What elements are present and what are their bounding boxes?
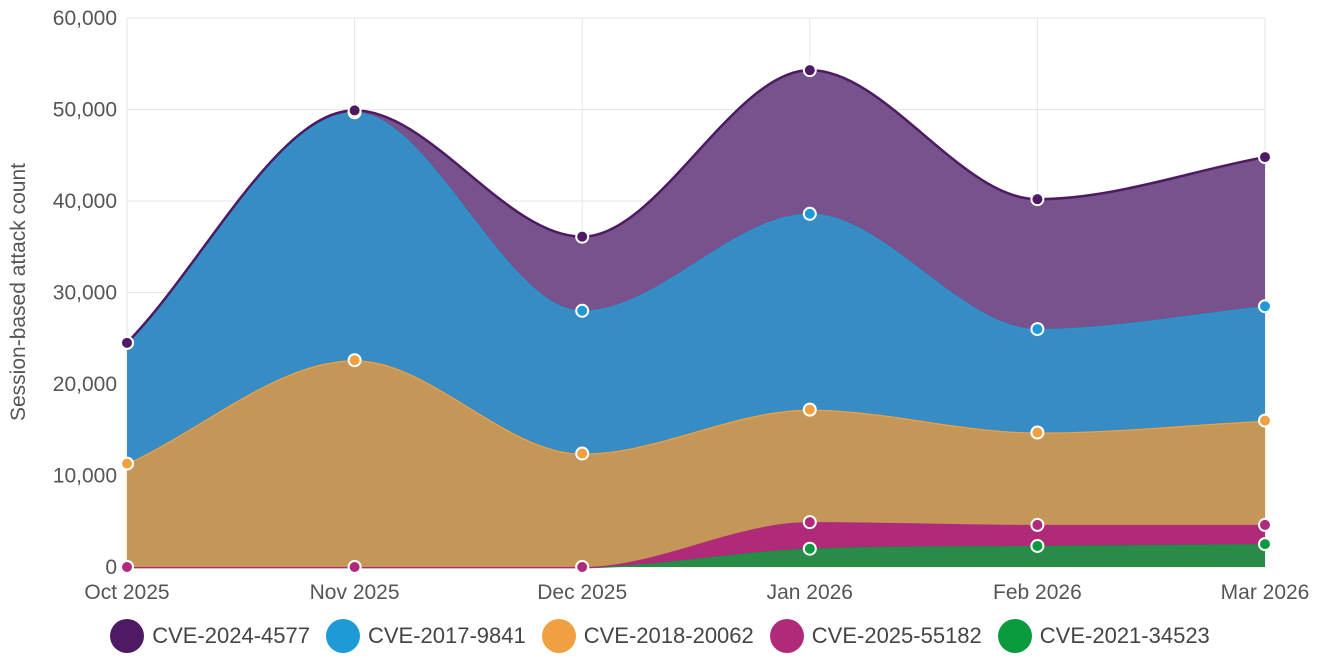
point-cve-2017-9841 bbox=[1258, 299, 1272, 314]
y-tick-label: 40,000 bbox=[53, 190, 117, 213]
point-cve-2018-20062 bbox=[1258, 413, 1272, 428]
legend-item[interactable]: CVE-2021-34523 bbox=[997, 619, 1210, 653]
y-tick-label: 10,000 bbox=[53, 465, 117, 488]
point-cve-2024-4577 bbox=[802, 63, 817, 78]
area-cve-2021-34523 bbox=[127, 544, 1265, 567]
point-cve-2025-55182 bbox=[802, 515, 817, 530]
point-cve-2025-55182 bbox=[1030, 517, 1045, 532]
x-tick-label: Mar 2026 bbox=[1221, 581, 1310, 604]
y-tick-label: 30,000 bbox=[53, 282, 117, 305]
legend-item[interactable]: CVE-2025-55182 bbox=[769, 619, 982, 653]
y-axis-label: Session-based attack count bbox=[7, 163, 30, 421]
area-cve-2025-55182 bbox=[127, 522, 1265, 567]
legend-label: CVE-2017-9841 bbox=[367, 623, 526, 648]
point-cve-2021-34523 bbox=[802, 541, 817, 556]
legend-swatch bbox=[541, 619, 576, 653]
y-tick-label: 60,000 bbox=[53, 7, 117, 30]
point-cve-2017-9841 bbox=[1030, 322, 1045, 337]
legend-item[interactable]: CVE-2018-20062 bbox=[541, 619, 754, 653]
point-cve-2021-34523 bbox=[1258, 537, 1272, 552]
point-cve-2025-55182 bbox=[120, 560, 134, 574]
legend-label: CVE-2021-34523 bbox=[1039, 623, 1210, 648]
y-tick-label: 50,000 bbox=[53, 99, 117, 122]
point-cve-2024-4577 bbox=[1030, 192, 1045, 207]
y-tick-label: 0 bbox=[105, 556, 117, 579]
area-cve-2018-20062 bbox=[127, 360, 1265, 567]
point-cve-2018-20062 bbox=[1030, 425, 1045, 440]
x-tick-label: Dec 2025 bbox=[537, 581, 627, 604]
legend-item[interactable]: CVE-2017-9841 bbox=[325, 619, 526, 653]
legend-swatch bbox=[325, 619, 360, 653]
point-cve-2024-4577 bbox=[347, 103, 362, 118]
area-cve-2024-4577 bbox=[127, 70, 1265, 343]
legend-label: CVE-2024-4577 bbox=[152, 623, 310, 648]
point-cve-2021-34523 bbox=[1030, 538, 1045, 553]
legend-label: CVE-2025-55182 bbox=[811, 623, 982, 648]
point-cve-2025-55182 bbox=[575, 560, 590, 574]
y-tick-label: 20,000 bbox=[53, 373, 117, 396]
point-cve-2017-9841 bbox=[802, 206, 817, 221]
point-cve-2024-4577 bbox=[575, 229, 590, 244]
point-cve-2024-4577 bbox=[120, 335, 134, 350]
axis-layer: 0 10,000 20,000 30,000 40,000 50,000 60,000 Oct… bbox=[53, 7, 1310, 604]
point-cve-2017-9841 bbox=[575, 303, 590, 318]
area-cve-2017-9841 bbox=[127, 112, 1265, 464]
area-layer bbox=[126, 68, 1266, 569]
point-layer bbox=[120, 63, 1272, 574]
x-tick-label: Oct 2025 bbox=[84, 581, 169, 604]
chart-svg: 0 10,000 20,000 30,000 40,000 50,000 60,000 Oct… bbox=[7, 7, 1310, 604]
legend-swatch bbox=[769, 619, 804, 653]
point-cve-2018-20062 bbox=[575, 446, 590, 461]
x-tick-label: Feb 2026 bbox=[993, 581, 1082, 604]
point-cve-2018-20062 bbox=[802, 402, 817, 417]
point-cve-2025-55182 bbox=[347, 560, 362, 574]
point-cve-2018-20062 bbox=[120, 456, 134, 471]
legend-label: CVE-2018-20062 bbox=[583, 623, 754, 648]
point-cve-2018-20062 bbox=[347, 353, 362, 368]
x-tick-label: Nov 2025 bbox=[310, 581, 400, 604]
point-cve-2025-55182 bbox=[1258, 517, 1272, 532]
legend-swatch bbox=[997, 619, 1032, 653]
legend: CVE-2024-4577 CVE-2017-9841 CVE-2018-20062… bbox=[0, 612, 1320, 660]
legend-swatch bbox=[110, 619, 145, 653]
x-tick-label: Jan 2026 bbox=[767, 581, 853, 604]
legend-item[interactable]: CVE-2024-4577 bbox=[110, 619, 310, 653]
point-cve-2024-4577 bbox=[1258, 150, 1272, 165]
